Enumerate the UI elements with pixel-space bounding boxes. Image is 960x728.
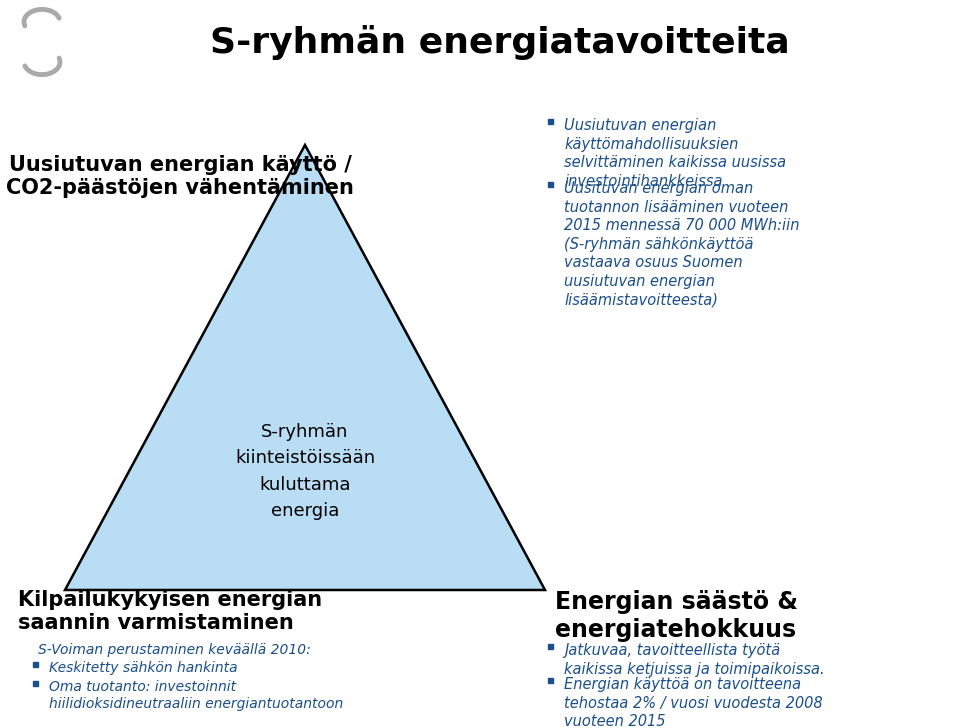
Text: Kilpailukykyisen energian
saannin varmistaminen: Kilpailukykyisen energian saannin varmis… — [18, 590, 323, 633]
Text: Energian säästö &
energiatehokkuus: Energian säästö & energiatehokkuus — [555, 590, 798, 642]
Text: S-Voiman perustaminen keväällä 2010:: S-Voiman perustaminen keväällä 2010: — [38, 643, 311, 657]
Text: Jatkuvaa, tavoitteellista työtä
kaikissa ketjuissa ja toimipaikoissa.: Jatkuvaa, tavoitteellista työtä kaikissa… — [564, 643, 825, 676]
Bar — [33, 662, 38, 667]
Polygon shape — [65, 145, 545, 590]
Text: Uusiutuvan energian
käyttömahdollisuuksien
selvittäminen kaikissa uusissa
invest: Uusiutuvan energian käyttömahdollisuuksi… — [564, 118, 786, 189]
Text: S-ryhmän energiatavoitteita: S-ryhmän energiatavoitteita — [210, 25, 790, 60]
Bar — [548, 182, 553, 187]
Text: Keskitetty sähkön hankinta: Keskitetty sähkön hankinta — [49, 661, 238, 675]
Text: Uusituvan energian oman
tuotannon lisääminen vuoteen
2015 mennessä 70 000 MWh:ii: Uusituvan energian oman tuotannon lisääm… — [564, 181, 800, 307]
Bar — [548, 644, 553, 649]
Text: S-ryhmän
kiinteistöissään
kuluttama
energia: S-ryhmän kiinteistöissään kuluttama ener… — [235, 423, 375, 521]
Bar — [548, 119, 553, 124]
Text: Uusiutuvan energian käyttö /
CO2-päästöjen vähentäminen: Uusiutuvan energian käyttö / CO2-päästöj… — [6, 155, 354, 198]
Text: Energian käyttöä on tavoitteena
tehostaa 2% / vuosi vuodesta 2008
vuoteen 2015: Energian käyttöä on tavoitteena tehostaa… — [564, 677, 823, 728]
Text: Oma tuotanto: investoinnit
hiilidioksidineutraaliin energiantuotantoon: Oma tuotanto: investoinnit hiilidioksidi… — [49, 680, 344, 711]
Bar — [33, 681, 38, 686]
Bar — [548, 678, 553, 683]
